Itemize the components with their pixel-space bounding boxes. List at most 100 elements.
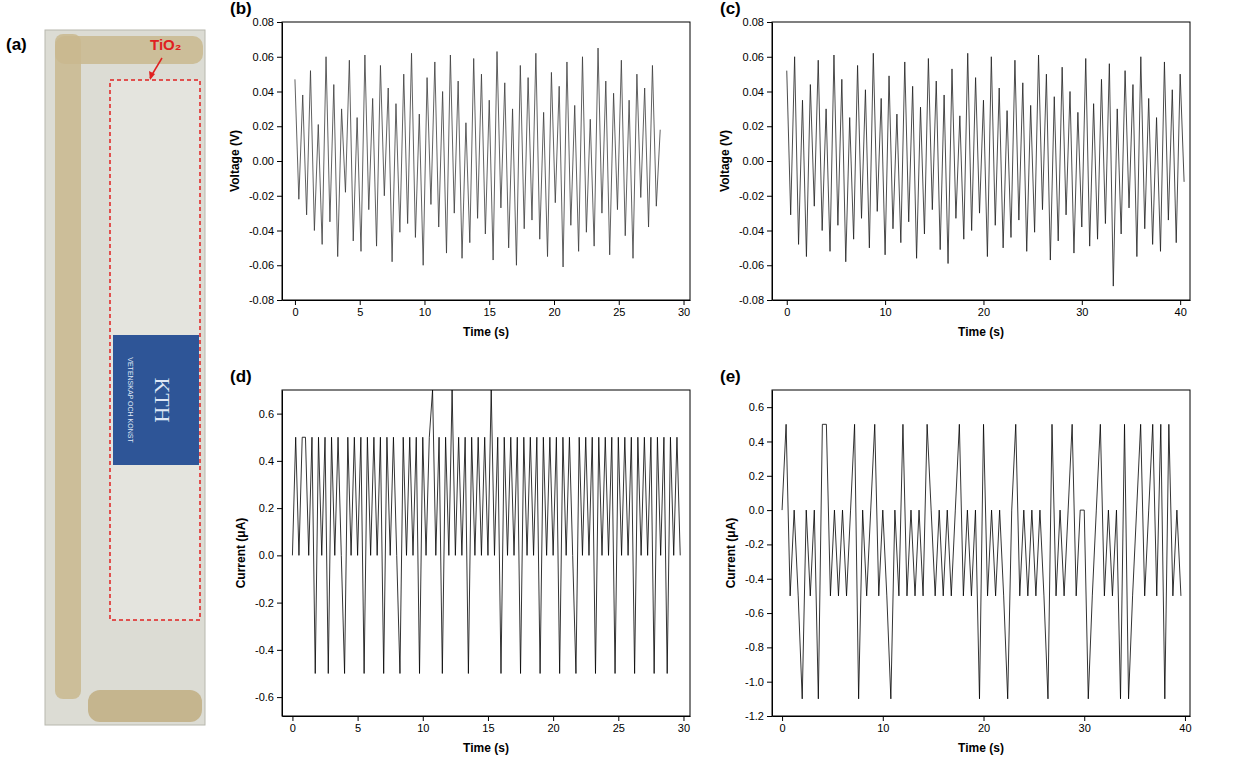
y-tick-label: -1.0 <box>745 676 764 688</box>
panel-letter: (c) <box>720 0 741 18</box>
x-tick-mark <box>1084 716 1085 721</box>
y-axis-title: Current (μA) <box>724 518 738 589</box>
signal-line <box>782 424 1181 699</box>
y-tick-label: 0.02 <box>743 120 764 132</box>
y-tick: 0.08 <box>743 16 772 28</box>
y-tick: 0.6 <box>259 408 282 420</box>
x-tick: 20 <box>978 716 990 734</box>
x-tick-label: 0 <box>292 306 298 318</box>
x-tick-mark <box>488 716 489 721</box>
x-tick-label: 25 <box>613 722 625 734</box>
y-tick: 0.06 <box>743 51 772 63</box>
x-axis-title: Time (s) <box>958 325 1004 339</box>
y-tick: 0.4 <box>749 435 772 447</box>
x-tick-label: 20 <box>978 306 990 318</box>
y-tick-label: -0.2 <box>745 538 764 550</box>
y-tick-label: 0.2 <box>259 502 274 514</box>
label-arrowhead <box>149 71 155 80</box>
y-tick-label: -0.6 <box>745 607 764 619</box>
x-tick: 20 <box>548 716 560 734</box>
y-tick-mark <box>277 650 282 651</box>
sealant-top <box>55 36 203 64</box>
panel-letter: (a) <box>6 35 27 54</box>
x-tick-mark <box>883 716 884 721</box>
y-tick-mark <box>767 441 772 442</box>
y-tick: -0.06 <box>249 259 282 271</box>
x-tick-label: 20 <box>548 306 560 318</box>
y-tick-mark <box>277 461 282 462</box>
y-axis-title: Voltage (V) <box>718 130 732 192</box>
y-tick: 0.04 <box>253 86 282 98</box>
x-tick: 20 <box>978 300 990 318</box>
x-tick-mark <box>619 300 620 305</box>
y-tick: 0.04 <box>743 86 772 98</box>
y-tick: 0.0 <box>749 504 772 516</box>
y-tick: -0.4 <box>255 644 282 656</box>
x-tick: 10 <box>419 300 431 318</box>
x-axis-line <box>773 716 1191 717</box>
signal-line <box>292 390 680 673</box>
y-tick-label: -0.4 <box>745 573 764 585</box>
y-axis-title: Voltage (V) <box>228 130 242 192</box>
x-tick-mark <box>424 300 425 305</box>
x-tick: 0 <box>290 716 296 734</box>
y-tick-label: 0.04 <box>743 86 764 98</box>
y-tick-label: 0.4 <box>259 455 274 467</box>
y-tick-mark <box>767 22 772 23</box>
x-tick: 30 <box>678 716 690 734</box>
x-tick-mark <box>983 300 984 305</box>
x-tick-mark <box>360 300 361 305</box>
y-tick-label: -0.04 <box>739 225 764 237</box>
y-tick: 0.02 <box>253 120 282 132</box>
y-tick-mark <box>767 126 772 127</box>
y-tick: -1.2 <box>745 710 772 722</box>
x-tick: 25 <box>613 300 625 318</box>
x-tick-mark <box>489 300 490 305</box>
y-axis: -0.08-0.06-0.04-0.020.000.020.040.060.08 <box>739 16 773 306</box>
x-tick-mark <box>1180 300 1181 305</box>
x-tick-label: 20 <box>548 722 560 734</box>
y-tick: -0.2 <box>745 538 772 550</box>
y-tick: -1.0 <box>745 676 772 688</box>
plot-area <box>787 53 1184 286</box>
y-tick-mark <box>277 555 282 556</box>
x-tick-label: 30 <box>678 306 690 318</box>
x-tick: 10 <box>879 300 891 318</box>
y-axis: -1.2-1.0-0.8-0.6-0.4-0.20.00.20.40.6 <box>745 391 772 723</box>
y-tick-mark <box>277 92 282 93</box>
x-tick: 0 <box>292 300 298 318</box>
x-tick-label: 20 <box>978 722 990 734</box>
y-tick-label: 0.2 <box>749 470 764 482</box>
y-tick-label: 0.6 <box>259 408 274 420</box>
x-tick-label: 5 <box>357 306 363 318</box>
y-tick: -0.04 <box>739 225 772 237</box>
y-tick-label: -0.02 <box>249 190 274 202</box>
x-tick-mark <box>1082 300 1083 305</box>
y-tick-mark <box>277 126 282 127</box>
y-tick: -0.6 <box>745 607 772 619</box>
signal-line <box>787 53 1184 286</box>
photo-panel: KTHVETENSKAP OCH KONSTTiO₂ <box>45 30 205 725</box>
x-tick-label: 40 <box>1175 306 1187 318</box>
x-axis-title: Time (s) <box>463 325 509 339</box>
x-tick-mark <box>984 716 985 721</box>
panel-letter: (d) <box>230 367 252 386</box>
x-axis-line <box>773 300 1191 301</box>
x-axis: 051015202530 <box>283 300 691 318</box>
x-tick: 25 <box>613 716 625 734</box>
plot-area <box>292 390 680 673</box>
x-tick: 30 <box>1079 716 1091 734</box>
x-tick-label: 15 <box>482 722 494 734</box>
y-tick-mark <box>767 613 772 614</box>
y-tick-mark <box>767 510 772 511</box>
x-tick: 5 <box>357 300 363 318</box>
logo-text: KTH <box>150 377 175 422</box>
y-tick-mark <box>277 300 282 301</box>
y-tick-mark <box>767 57 772 58</box>
y-tick: -0.08 <box>249 294 282 306</box>
x-tick-label: 5 <box>355 722 361 734</box>
y-tick-label: -0.04 <box>249 225 274 237</box>
y-tick-mark <box>277 57 282 58</box>
y-tick-label: 0.00 <box>253 155 274 167</box>
x-tick-label: 0 <box>290 722 296 734</box>
